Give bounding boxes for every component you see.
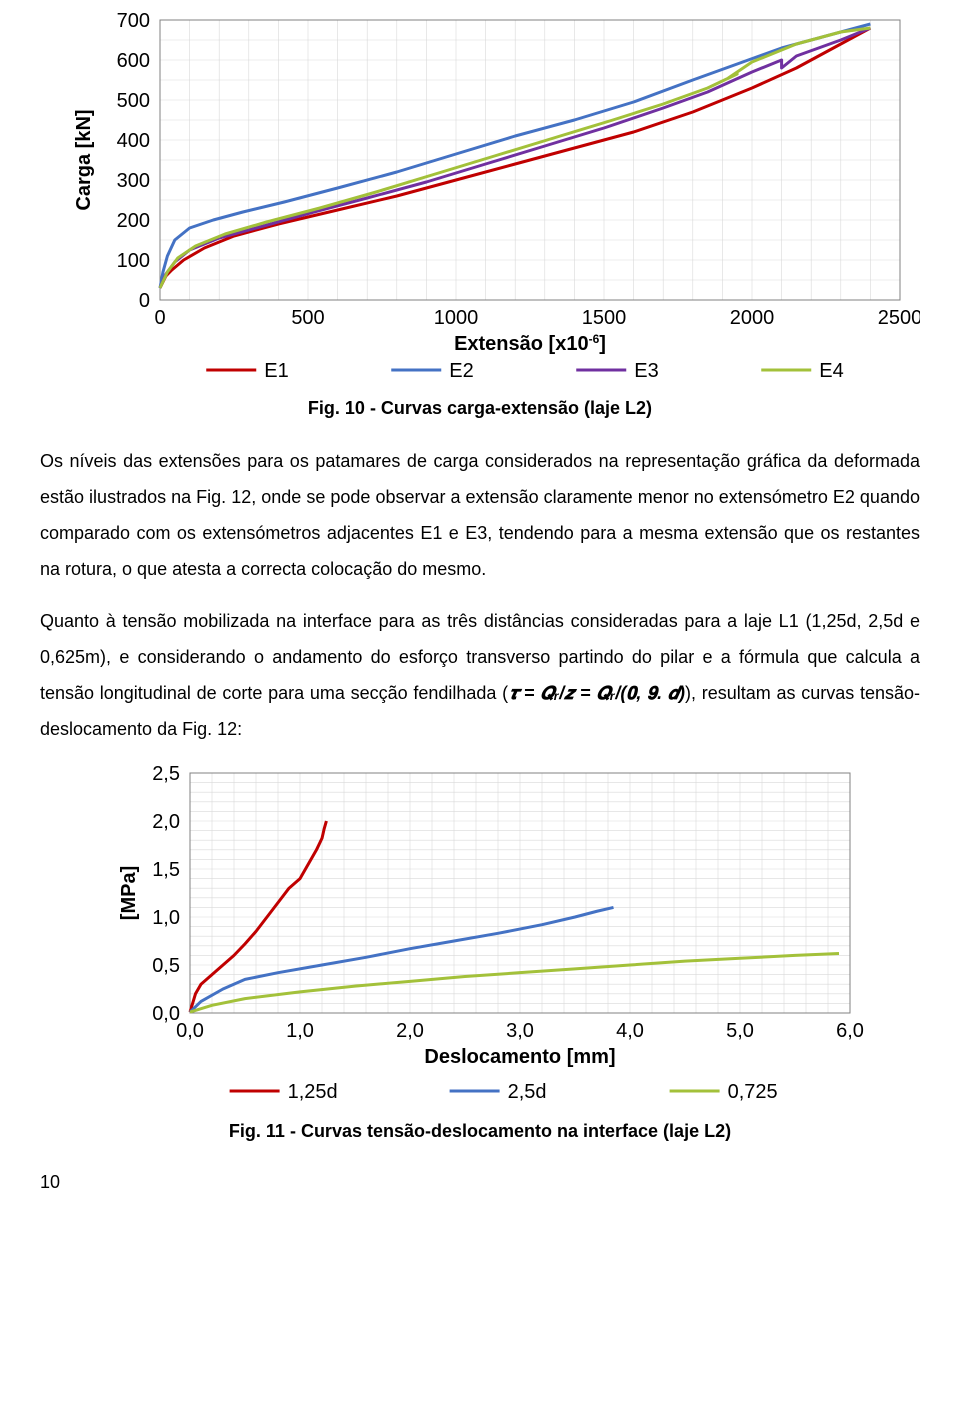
svg-text:500: 500 xyxy=(117,90,150,112)
svg-text:1,0: 1,0 xyxy=(286,1020,314,1042)
svg-text:700: 700 xyxy=(117,10,150,32)
svg-text:3,0: 3,0 xyxy=(506,1020,534,1042)
chart-2-svg: 0,0 1,0 2,0 3,0 4,0 5,0 6,0 0,0 0,5 1,0 1,5 2,0 2,5 [… xyxy=(90,763,870,1103)
svg-text:1000: 1000 xyxy=(434,307,479,329)
paragraph-1: Os níveis das extensões para os patamare… xyxy=(40,443,920,587)
figure-2-caption: Fig. 11 - Curvas tensão-deslocamento na … xyxy=(40,1121,920,1142)
svg-text:0,0: 0,0 xyxy=(152,1003,180,1025)
paragraph-2: Quanto à tensão mobilizada na interface … xyxy=(40,603,920,747)
svg-text:200: 200 xyxy=(117,210,150,232)
svg-text:1500: 1500 xyxy=(582,307,627,329)
svg-text:E1: E1 xyxy=(264,360,288,380)
svg-text:Deslocamento [mm]: Deslocamento [mm] xyxy=(424,1046,615,1068)
svg-text:E3: E3 xyxy=(634,360,658,380)
svg-text:5,0: 5,0 xyxy=(726,1020,754,1042)
paragraph-1-text: Os níveis das extensões para os patamare… xyxy=(40,451,920,579)
svg-text:4,0: 4,0 xyxy=(616,1020,644,1042)
svg-text:400: 400 xyxy=(117,130,150,152)
svg-text:600: 600 xyxy=(117,50,150,72)
svg-text:0,5: 0,5 xyxy=(152,955,180,977)
svg-text:[MPa]: [MPa] xyxy=(118,866,140,920)
svg-text:0: 0 xyxy=(139,290,150,312)
svg-text:2500: 2500 xyxy=(878,307,920,329)
svg-text:0: 0 xyxy=(154,307,165,329)
svg-text:300: 300 xyxy=(117,170,150,192)
svg-text:500: 500 xyxy=(291,307,324,329)
svg-text:2000: 2000 xyxy=(730,307,775,329)
svg-text:2,0: 2,0 xyxy=(152,811,180,833)
svg-text:E2: E2 xyxy=(449,360,473,380)
page-number: 10 xyxy=(40,1172,920,1193)
svg-text:Carga [kN]: Carga [kN] xyxy=(73,109,95,210)
svg-text:1,25d: 1,25d xyxy=(288,1081,338,1103)
chart-1: 0 500 1000 1500 2000 2500 0 100 200 300 400 500 600 7… xyxy=(40,10,920,380)
svg-text:Extensão [x10-6]: Extensão [x10-6] xyxy=(454,332,606,355)
svg-text:100: 100 xyxy=(117,250,150,272)
chart-2: 0,0 1,0 2,0 3,0 4,0 5,0 6,0 0,0 0,5 1,0 1,5 2,0 2,5 [… xyxy=(40,763,920,1103)
chart-1-svg: 0 500 1000 1500 2000 2500 0 100 200 300 400 500 600 7… xyxy=(40,10,920,380)
svg-text:6,0: 6,0 xyxy=(836,1020,864,1042)
para2-math: 𝝉 = 𝑸ᵣ/𝒛 = 𝑸ᵣ/(𝟎, 𝟗. 𝒅) xyxy=(508,683,685,703)
svg-text:0,725: 0,725 xyxy=(728,1081,778,1103)
svg-text:1,5: 1,5 xyxy=(152,859,180,881)
figure-1-caption: Fig. 10 - Curvas carga-extensão (laje L2… xyxy=(40,398,920,419)
svg-text:1,0: 1,0 xyxy=(152,907,180,929)
svg-text:2,0: 2,0 xyxy=(396,1020,424,1042)
svg-text:E4: E4 xyxy=(819,360,843,380)
svg-text:0,0: 0,0 xyxy=(176,1020,204,1042)
svg-text:2,5: 2,5 xyxy=(152,763,180,785)
svg-text:2,5d: 2,5d xyxy=(508,1081,547,1103)
